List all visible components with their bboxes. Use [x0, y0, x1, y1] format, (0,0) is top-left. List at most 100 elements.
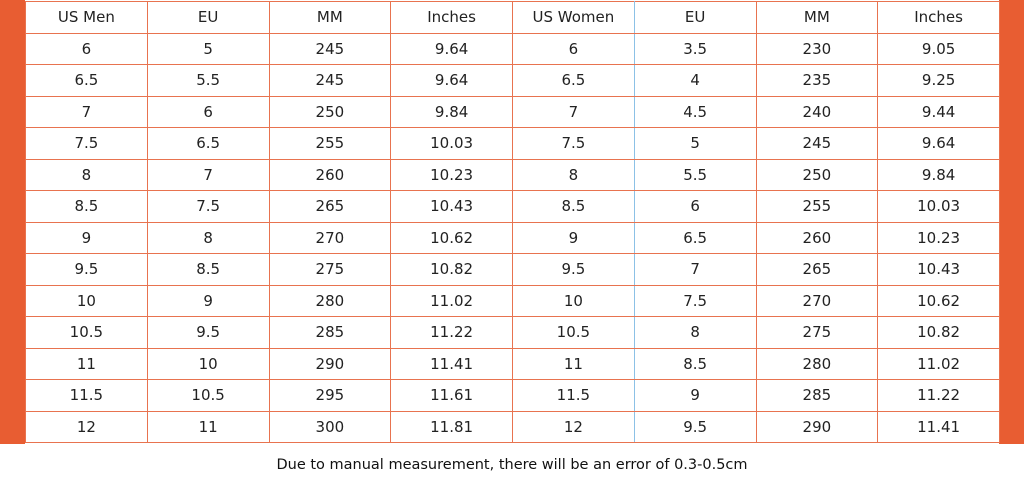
cell: 8.5	[512, 190, 635, 223]
cell: 9.64	[390, 32, 513, 65]
cell: 4	[633, 64, 757, 97]
cell: 7.5	[146, 190, 270, 223]
cell: 5	[633, 127, 757, 160]
cell: 285	[268, 316, 392, 349]
cell: 275	[268, 253, 392, 286]
cell: 295	[268, 379, 392, 412]
size-table: US Men EU MM Inches US Women EU MM Inches 6 5 245 9…	[25, 1, 1000, 443]
cell: 6.5	[512, 64, 635, 97]
cell: 8	[633, 316, 757, 349]
cell: 8	[146, 221, 270, 254]
cell: 3.5	[633, 32, 757, 65]
cell: 245	[268, 32, 392, 65]
cell: 12	[512, 410, 635, 443]
cell: 260	[268, 158, 392, 191]
cell: 7	[633, 253, 757, 286]
cell: 9.5	[25, 253, 148, 286]
cell: 8	[25, 158, 148, 191]
body-row: 8 7 260 10.23 8 5.5 250 9.84	[25, 158, 1000, 191]
cell: 7	[512, 95, 635, 128]
cell: 285	[755, 379, 879, 412]
cell: 6	[25, 32, 148, 65]
cell: 9.5	[146, 316, 270, 349]
cell: 11.41	[390, 347, 513, 380]
cell: 11.02	[390, 284, 513, 317]
body-row: 12 11 300 11.81 12 9.5 290 11.41	[25, 410, 1000, 443]
header-cell: MM	[755, 1, 879, 34]
cell: 10	[512, 284, 635, 317]
cell: 11	[25, 347, 148, 380]
cell: 290	[755, 410, 879, 443]
cell: 8.5	[146, 253, 270, 286]
cell: 6.5	[146, 127, 270, 160]
cell: 11	[512, 347, 635, 380]
cell: 235	[755, 64, 879, 97]
cell: 9.05	[877, 32, 1000, 65]
cell: 245	[268, 64, 392, 97]
cell: 6.5	[633, 221, 757, 254]
cell: 9.64	[877, 127, 1000, 160]
cell: 9.44	[877, 95, 1000, 128]
footnote: Due to manual measurement, there will be…	[276, 457, 748, 473]
cell: 10.03	[877, 190, 1000, 223]
cell: 7	[146, 158, 270, 191]
cell: 11.22	[877, 379, 1000, 412]
cell: 10.43	[390, 190, 513, 223]
cell: 265	[268, 190, 392, 223]
cell: 10.5	[512, 316, 635, 349]
body-row: 11 10 290 11.41 11 8.5 280 11.02	[25, 347, 1000, 380]
cell: 9.64	[390, 64, 513, 97]
cell: 260	[755, 221, 879, 254]
cell: 11.41	[877, 410, 1000, 443]
cell: 9	[146, 284, 270, 317]
cell: 10.03	[390, 127, 513, 160]
cell: 5.5	[633, 158, 757, 191]
cell: 10.82	[390, 253, 513, 286]
cell: 255	[755, 190, 879, 223]
cell: 4.5	[633, 95, 757, 128]
cell: 9.84	[877, 158, 1000, 191]
cell: 10.62	[877, 284, 1000, 317]
cell: 290	[268, 347, 392, 380]
cell: 10	[25, 284, 148, 317]
header-cell: Inches	[390, 1, 513, 34]
header-cell: MM	[268, 1, 392, 34]
cell: 6	[512, 32, 635, 65]
body-row: 8.5 7.5 265 10.43 8.5 6 255 10.03	[25, 190, 1000, 223]
cell: 11.5	[512, 379, 635, 412]
cell: 230	[755, 32, 879, 65]
header-cell: US Men	[25, 1, 148, 34]
cell: 11	[146, 410, 270, 443]
header-cell: US Women	[512, 1, 635, 34]
cell: 280	[755, 347, 879, 380]
cell: 10.43	[877, 253, 1000, 286]
cell: 270	[268, 221, 392, 254]
cell: 10.23	[390, 158, 513, 191]
cell: 300	[268, 410, 392, 443]
body-row: 9 8 270 10.62 9 6.5 260 10.23	[25, 221, 1000, 254]
cell: 245	[755, 127, 879, 160]
body-row: 11.5 10.5 295 11.61 11.5 9 285 11.22	[25, 379, 1000, 412]
cell: 10.23	[877, 221, 1000, 254]
cell: 9	[633, 379, 757, 412]
cell: 10.62	[390, 221, 513, 254]
cell: 240	[755, 95, 879, 128]
body-row: 9.5 8.5 275 10.82 9.5 7 265 10.43	[25, 253, 1000, 286]
cell: 250	[268, 95, 392, 128]
cell: 9	[512, 221, 635, 254]
cell: 9.84	[390, 95, 513, 128]
body-row: 10 9 280 11.02 10 7.5 270 10.62	[25, 284, 1000, 317]
cell: 9.5	[512, 253, 635, 286]
side-bar	[0, 0, 25, 444]
cell: 7.5	[512, 127, 635, 160]
body-row: 7.5 6.5 255 10.03 7.5 5 245 9.64	[25, 127, 1000, 160]
cell: 10.5	[146, 379, 270, 412]
cell: 5.5	[146, 64, 270, 97]
cell: 6.5	[25, 64, 148, 97]
header-cell: Inches	[877, 1, 1000, 34]
cell: 11.22	[390, 316, 513, 349]
cell: 10.82	[877, 316, 1000, 349]
cell: 8.5	[25, 190, 148, 223]
body-row: 7 6 250 9.84 7 4.5 240 9.44	[25, 95, 1000, 128]
